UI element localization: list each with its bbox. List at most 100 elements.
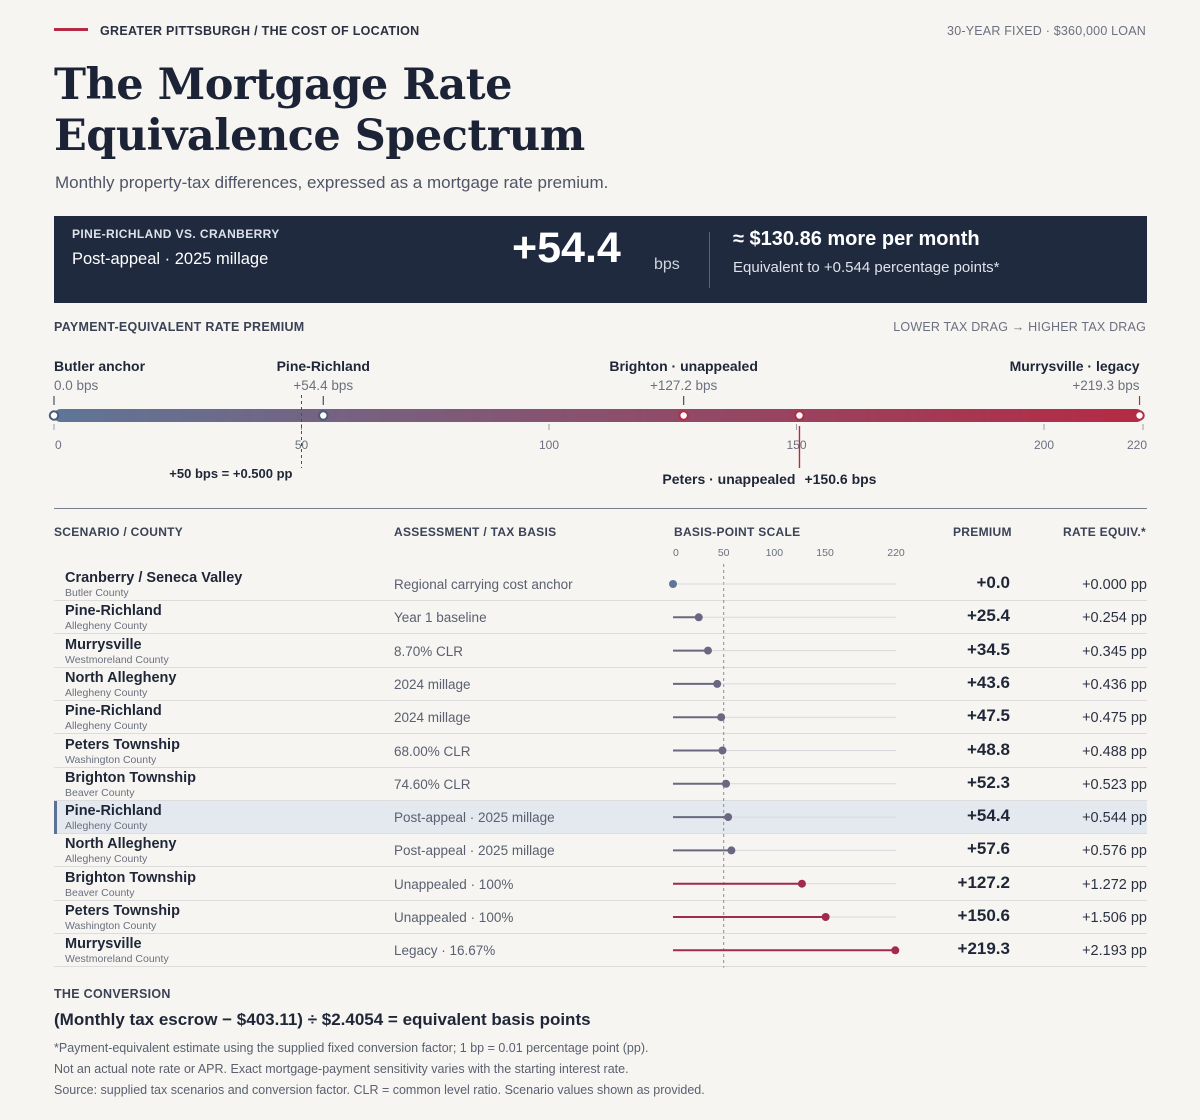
highlight-banner: PINE-RICHLAND VS. CRANBERRY Post-appeal … <box>54 216 1147 303</box>
row-premium: +219.3 <box>957 939 1010 959</box>
spectrum-chart: 0 50 100 150 200 220+50 bps = +0.500 ppButler… <box>48 358 1147 487</box>
table-row: Peters Township Washington County Unappeal… <box>54 901 1147 934</box>
scale-tick-label: 0 <box>673 547 679 559</box>
kicker-text: GREATER PITTSBURGH / THE COST OF LOCATIO… <box>100 24 420 38</box>
row-tax-basis: 68.00% CLR <box>394 743 471 759</box>
lollipop-dot <box>717 713 726 722</box>
row-county: Westmoreland County <box>65 953 169 966</box>
conversion-heading: THE CONVERSION <box>54 987 171 1001</box>
row-scenario-name: Brighton Township <box>65 769 197 786</box>
row-premium: +127.2 <box>957 872 1010 892</box>
row-county: Washington County <box>65 753 157 766</box>
row-tax-basis: Post-appeal · 2025 millage <box>394 843 555 859</box>
marker-value: 0.0 bps <box>54 378 99 393</box>
row-scenario-name: Cranberry / Seneca Valley <box>65 570 243 586</box>
row-rate-equiv: +1.506 pp <box>1082 910 1147 926</box>
row-scenario-name: Brighton Township <box>65 869 197 886</box>
scale-tick-label: 50 <box>718 547 730 559</box>
row-scenario-name: Pine-Richland <box>65 803 162 820</box>
banner-sub: Post-appeal · 2025 millage <box>72 250 269 268</box>
row-premium: +52.3 <box>966 772 1010 792</box>
row-tax-basis: Unappealed · 100% <box>394 876 514 892</box>
lollipop-dot <box>694 613 703 622</box>
banner-monthly: ≈ $130.86 more per month <box>733 228 980 250</box>
lollipop-dot <box>703 646 712 655</box>
table-row: Pine-Richland Allegheny County 2024 millag… <box>54 701 1147 735</box>
spectrum-marker-dot <box>678 410 689 421</box>
spectrum-bar <box>54 409 1143 422</box>
row-premium: +47.5 <box>966 706 1010 726</box>
row-premium: +0.0 <box>976 573 1010 592</box>
row-scenario-name: Peters Township <box>65 903 180 919</box>
table-row: Cranberry / Seneca Valley Butler County Re… <box>54 568 1147 601</box>
marker-name: Brighton · unappealed <box>609 358 758 374</box>
table-row: Brighton Township Beaver County 74.60% CLR… <box>54 768 1147 801</box>
row-rate-equiv: +0.254 pp <box>1082 610 1147 627</box>
row-highlight-accent <box>54 801 57 835</box>
lollipop-dot <box>722 779 731 788</box>
kicker: GREATER PITTSBURGH / THE COST OF LOCATIO… <box>54 24 419 38</box>
row-county: Allegheny County <box>65 620 148 633</box>
marker-name: Murrysville · legacy <box>1010 358 1140 374</box>
row-premium: +54.4 <box>966 806 1010 826</box>
table-row: Pine-Richland Allegheny County Post-appeal… <box>54 801 1147 835</box>
row-scenario-name: North Allegheny <box>65 669 177 686</box>
row-tax-basis: 8.70% CLR <box>394 643 464 659</box>
row-scenario-name: Peters Township <box>65 736 180 753</box>
page-title: The Mortgage Rate Equivalence Spectrum <box>54 60 754 162</box>
conversion-formula: (Monthly tax escrow − $403.11) ÷ $2.4054… <box>54 1010 591 1029</box>
row-tax-basis: 2024 millage <box>394 676 471 692</box>
row-tax-basis: Regional carrying cost anchor <box>394 577 573 592</box>
row-county: Allegheny County <box>65 686 148 699</box>
table-row: Brighton Township Beaver County Unappealed… <box>54 868 1147 901</box>
row-premium: +57.6 <box>966 839 1010 859</box>
row-county: Allegheny County <box>65 720 148 733</box>
row-scenario-name: Pine-Richland <box>65 703 162 720</box>
lollipop-dot <box>797 879 806 888</box>
scale-tick-label: 220 <box>887 547 905 559</box>
lollipop-dot <box>724 813 733 822</box>
footnote-3: Source: supplied tax scenarios and conve… <box>54 1083 705 1097</box>
spectrum-section-label: PAYMENT-EQUIVALENT RATE PREMIUM <box>54 320 305 334</box>
row-scenario-name: Pine-Richland <box>65 603 162 620</box>
spectrum-tick-label: 200 <box>1034 438 1054 452</box>
header-premium: PREMIUM <box>953 525 1012 539</box>
lollipop-dot <box>718 746 727 755</box>
banner-equiv: Equivalent to +0.544 percentage points* <box>733 259 1000 276</box>
row-county: Washington County <box>65 920 157 932</box>
scale-tick-label: 100 <box>766 547 784 559</box>
scale-tick-label: 150 <box>816 547 834 559</box>
row-tax-basis: Unappealed · 100% <box>394 910 514 925</box>
header-scale: BASIS-POINT SCALE <box>674 525 801 539</box>
table-row: Peters Township Washington County 68.00% C… <box>54 735 1147 768</box>
row-premium: +150.6 <box>957 906 1010 925</box>
lollipop-dot <box>713 679 722 688</box>
table-row: North Allegheny Allegheny County Post-appe… <box>54 834 1147 868</box>
footnote-2: Not an actual note rate or APR. Exact mo… <box>54 1062 629 1076</box>
marker-name: Butler anchor <box>54 358 146 374</box>
row-rate-equiv: +0.523 pp <box>1082 776 1147 793</box>
title-line-2: Equivalence Spectrum <box>54 111 585 161</box>
section-divider <box>54 508 1147 509</box>
row-rate-equiv: +0.488 pp <box>1082 743 1147 760</box>
row-tax-basis: 74.60% CLR <box>394 776 471 792</box>
row-premium: +48.8 <box>966 739 1010 759</box>
row-scenario-name: Murrysville <box>65 636 142 653</box>
row-county: Allegheny County <box>65 820 148 833</box>
marker-value: +127.2 bps <box>650 378 717 393</box>
spectrum-range-label: LOWER TAX DRAG → HIGHER TAX DRAG <box>893 320 1146 334</box>
table-row: North Allegheny Allegheny County 2024 mill… <box>54 668 1147 701</box>
banner-divider <box>709 232 710 288</box>
kicker-accent-bar <box>54 28 88 32</box>
spectrum-tick-label: 220 <box>1127 438 1147 452</box>
loan-note: 30-YEAR FIXED · $360,000 LOAN <box>947 24 1146 38</box>
header-scenario: SCENARIO / COUNTY <box>54 525 184 539</box>
row-rate-equiv: +0.000 pp <box>1082 577 1147 593</box>
banner-unit: bps <box>654 256 680 273</box>
spectrum-tick-label: 150 <box>786 438 806 452</box>
marker-value: +54.4 bps <box>293 378 353 393</box>
spectrum-marker-dot <box>318 410 329 421</box>
lollipop-dot <box>891 946 900 955</box>
row-rate-equiv: +0.576 pp <box>1082 843 1147 860</box>
marker-name: Pine-Richland <box>277 358 370 374</box>
